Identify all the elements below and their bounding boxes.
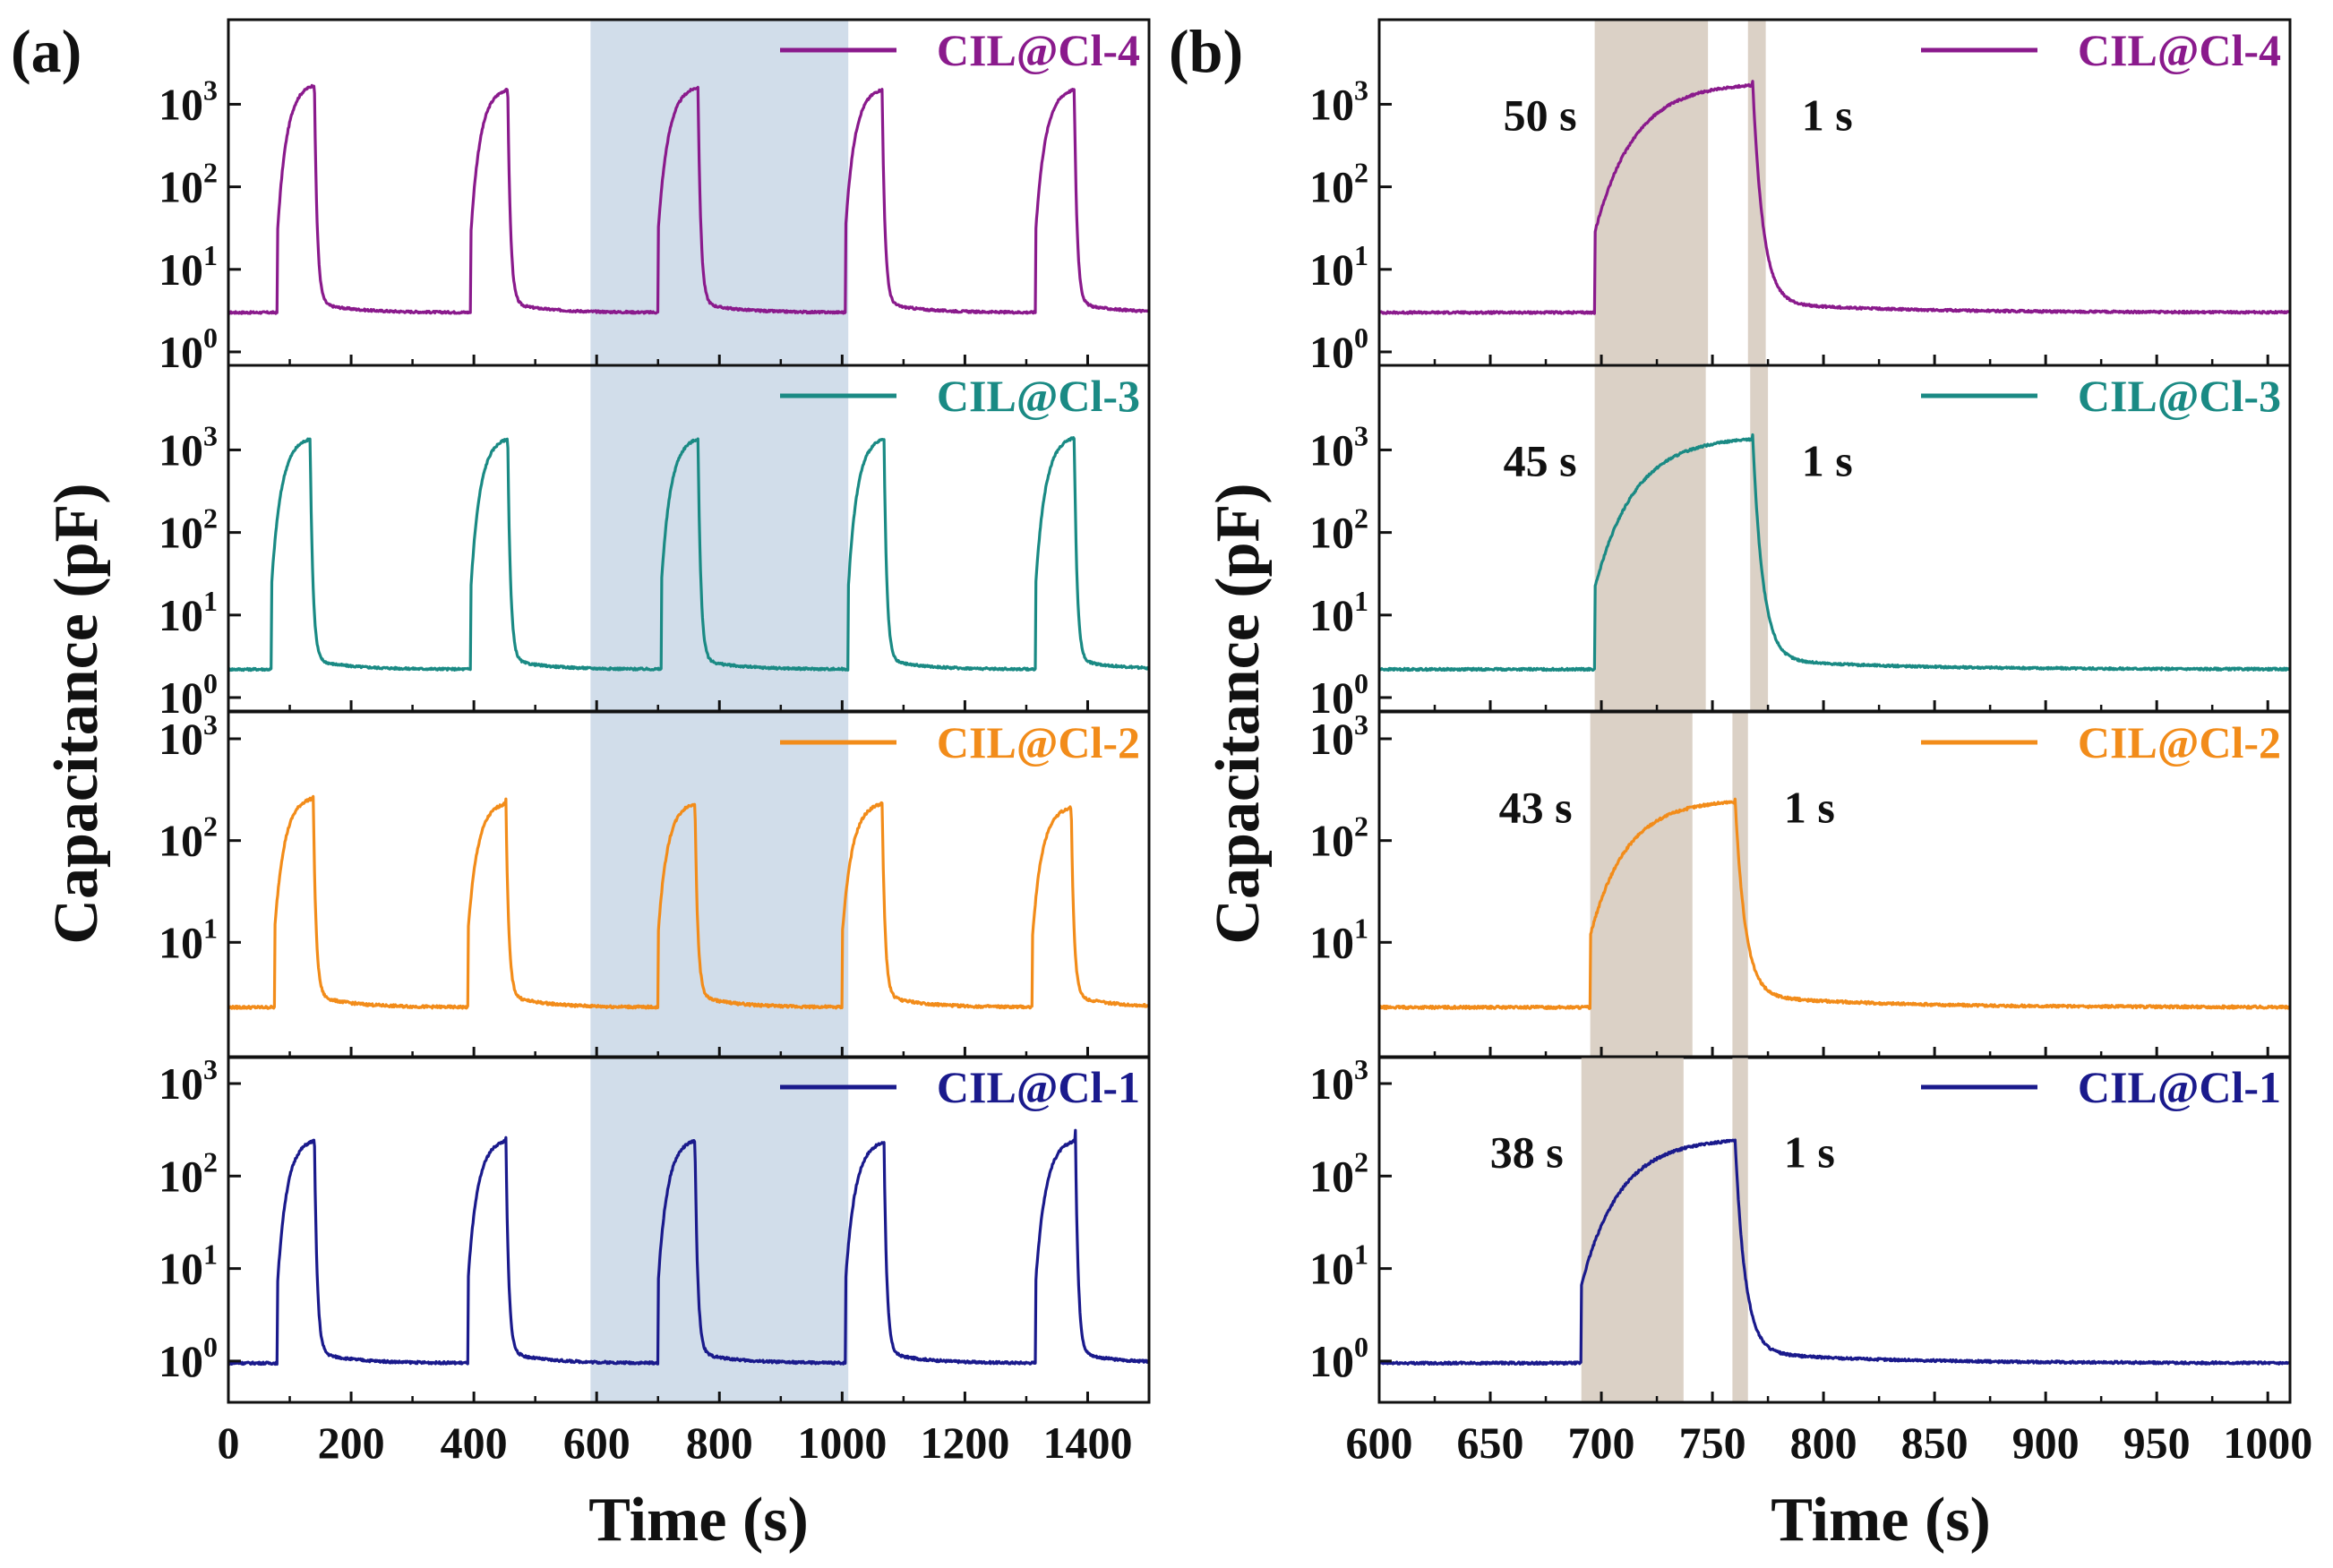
y-tick-label-p0-r3-3: 103 <box>159 1053 218 1109</box>
y-tick-label-p1-r3-1: 101 <box>1309 1238 1368 1294</box>
x-tick-label-0-6: 1200 <box>920 1418 1009 1468</box>
x-tick-label-0-0: 0 <box>218 1418 240 1468</box>
series-line-CIL@Cl-2-p0-r2 <box>227 794 1150 1010</box>
series-line-CIL@Cl-1-p0-r3 <box>227 1128 1150 1367</box>
x-tick-label-0-2: 400 <box>441 1418 508 1468</box>
y-axis-title-a: Capacitance (pF) <box>42 483 111 944</box>
y-tick-label-p0-r2-1: 102 <box>159 810 218 866</box>
y-tick-label-p0-r0-2: 102 <box>159 157 218 212</box>
fall-time-label-p1-r2: 1 s <box>1784 783 1835 833</box>
y-tick-label-p0-r1-1: 101 <box>159 585 218 640</box>
legend-label-p1-r0: CIL@Cl-4 <box>2078 25 2281 75</box>
panel-tag-a: (a) <box>11 17 81 85</box>
y-tick-label-p0-r0-3: 103 <box>159 73 218 129</box>
shade-window-p1-r1-0 <box>1594 365 1706 711</box>
x-tick-label-0-5: 1000 <box>797 1418 887 1468</box>
legend-label-p0-r0: CIL@Cl-4 <box>937 25 1140 75</box>
legend-label-p1-r1: CIL@Cl-3 <box>2078 371 2281 421</box>
shade-window-p1-r3-0 <box>1581 1057 1684 1402</box>
y-tick-label-p0-r3-2: 102 <box>159 1145 218 1201</box>
x-tick-label-1-3: 750 <box>1679 1418 1746 1468</box>
legend-label-p0-r2: CIL@Cl-2 <box>937 717 1140 767</box>
series-line-CIL@Cl-4-p0-r0 <box>227 83 1150 315</box>
y-tick-label-p1-r0-1: 101 <box>1309 239 1368 295</box>
y-tick-label-p1-r2-2: 103 <box>1309 708 1368 764</box>
y-tick-label-p0-r1-0: 100 <box>159 667 218 723</box>
x-tick-label-0-7: 1400 <box>1042 1418 1132 1468</box>
rise-time-label-p1-r3: 38 s <box>1490 1127 1564 1178</box>
y-tick-label-p1-r1-3: 103 <box>1309 419 1368 475</box>
rise-time-label-p1-r1: 45 s <box>1504 436 1577 486</box>
y-tick-label-p0-r0-0: 100 <box>159 321 218 377</box>
y-tick-label-p1-r0-3: 103 <box>1309 73 1368 129</box>
y-axis-title-b: Capacitance (pF) <box>1204 483 1273 944</box>
x-tick-label-1-6: 900 <box>2012 1418 2080 1468</box>
subplot-frame-p1-r3 <box>1377 1055 2292 1404</box>
fall-time-label-p1-r3: 1 s <box>1784 1127 1835 1178</box>
fall-time-label-p1-r0: 1 s <box>1802 90 1853 141</box>
x-tick-label-1-0: 600 <box>1346 1418 1413 1468</box>
y-tick-label-p1-r3-2: 102 <box>1309 1145 1368 1201</box>
x-tick-label-1-1: 650 <box>1457 1418 1524 1468</box>
y-tick-label-p0-r0-1: 101 <box>159 239 218 295</box>
plot-area: 100 101 102 103 CIL@Cl-4 100 101 102 103 CIL@Cl-3… <box>159 18 2312 1468</box>
y-tick-label-p1-r1-1: 101 <box>1309 585 1368 640</box>
x-tick-label-1-2: 700 <box>1568 1418 1635 1468</box>
y-tick-label-p0-r3-0: 100 <box>159 1331 218 1386</box>
rise-time-label-p1-r2: 43 s <box>1499 783 1573 833</box>
y-tick-label-p1-r0-0: 100 <box>1309 321 1368 377</box>
x-tick-label-1-5: 850 <box>1901 1418 1968 1468</box>
series-line-CIL@Cl-1-p1-r3 <box>1377 1138 2292 1367</box>
series-line-CIL@Cl-3-p0-r1 <box>227 436 1150 673</box>
x-axis-title-b: Time (s) <box>1771 1486 1991 1555</box>
x-tick-label-1-7: 950 <box>2123 1418 2191 1468</box>
y-tick-label-p1-r2-0: 101 <box>1309 912 1368 967</box>
series-line-CIL@Cl-4-p1-r0 <box>1377 80 2292 315</box>
x-axis-title-a: Time (s) <box>588 1486 809 1555</box>
y-tick-label-p0-r1-3: 103 <box>159 419 218 475</box>
y-tick-label-p1-r1-2: 102 <box>1309 502 1368 558</box>
y-tick-label-p0-r1-2: 102 <box>159 502 218 558</box>
y-tick-label-p1-r2-1: 102 <box>1309 810 1368 866</box>
legend-label-p0-r1: CIL@Cl-3 <box>937 371 1140 421</box>
shade-window-p1-r0-1 <box>1747 20 1766 365</box>
y-tick-label-p0-r3-1: 101 <box>159 1238 218 1294</box>
rise-time-label-p1-r0: 50 s <box>1504 90 1577 141</box>
y-tick-label-p0-r2-0: 101 <box>159 912 218 967</box>
x-tick-label-0-3: 600 <box>563 1418 630 1468</box>
y-tick-label-p1-r3-0: 100 <box>1309 1331 1368 1386</box>
fall-time-label-p1-r1: 1 s <box>1802 436 1853 486</box>
series-line-CIL@Cl-3-p1-r1 <box>1377 433 2292 673</box>
legend-label-p1-r2: CIL@Cl-2 <box>2078 717 2281 767</box>
x-tick-label-0-1: 200 <box>318 1418 385 1468</box>
y-tick-label-p1-r3-3: 103 <box>1309 1053 1368 1109</box>
subplot-frame-p0-r3 <box>227 1055 1151 1404</box>
legend-label-p0-r3: CIL@Cl-1 <box>937 1062 1140 1112</box>
panel-tag-b: (b) <box>1169 17 1243 85</box>
legend-label-p1-r3: CIL@Cl-1 <box>2078 1062 2281 1112</box>
shade-window-p1-r0-0 <box>1594 20 1709 365</box>
x-tick-label-0-4: 800 <box>686 1418 753 1468</box>
y-tick-label-p0-r2-2: 103 <box>159 708 218 764</box>
x-tick-label-1-8: 1000 <box>2223 1418 2312 1468</box>
y-tick-label-p1-r0-2: 102 <box>1309 157 1368 212</box>
x-tick-label-1-4: 800 <box>1790 1418 1857 1468</box>
series-line-CIL@Cl-2-p1-r2 <box>1378 797 2291 1010</box>
